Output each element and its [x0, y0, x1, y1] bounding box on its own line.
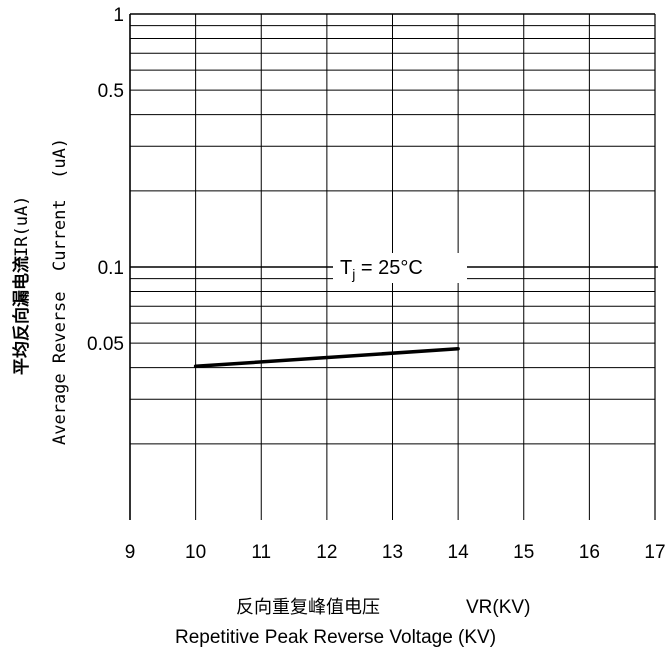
y-axis-label-en: Average Reverse Current (uA) [50, 138, 70, 445]
y-tick-label: 0.5 [98, 81, 124, 102]
plot-frame [129, 13, 656, 520]
annotation-subscript: j [351, 266, 355, 282]
x-tick-label: 9 [125, 542, 136, 563]
annotation-background [333, 253, 467, 283]
x-tick-label: 11 [251, 542, 271, 563]
x-axis-label-zh: 反向重复峰值电压 [236, 597, 380, 618]
y-tick-label: 1 [113, 5, 124, 26]
y-axis-label-unit: IR(uA) [12, 196, 32, 257]
y-tick-label: 0.1 [98, 258, 124, 279]
x-tick-label: 10 [185, 542, 206, 563]
x-tick-labels: 9 10 11 12 13 14 15 16 17 [125, 542, 666, 563]
annotation-rest: = 25°C [355, 257, 422, 279]
annotation-text: Tj = 25°C [340, 257, 423, 282]
temperature-annotation: Tj = 25°C [333, 253, 467, 283]
x-tick-label: 12 [316, 542, 337, 563]
y-axis-label-zh: 平均反向漏电流 [11, 256, 32, 375]
series-layer [193, 347, 460, 369]
x-axis-label-en: Repetitive Peak Reverse Voltage (KV) [175, 627, 496, 648]
x-tick-label: 17 [644, 542, 665, 563]
series-line [193, 347, 460, 369]
y-tick-labels: 1 0.5 0.1 0.05 [87, 5, 124, 355]
x-tick-label: 13 [382, 542, 403, 563]
x-tick-label: 14 [448, 542, 470, 563]
x-tick-label: 15 [513, 542, 534, 563]
y-tick-label: 0.05 [87, 334, 124, 355]
y-axis-label: 平均反向漏电流 IR(uA) Average Reverse Current (… [11, 138, 70, 445]
x-axis-label-unit: VR(KV) [466, 597, 530, 618]
x-tick-label: 16 [579, 542, 600, 563]
annotation-main: T [340, 257, 352, 279]
